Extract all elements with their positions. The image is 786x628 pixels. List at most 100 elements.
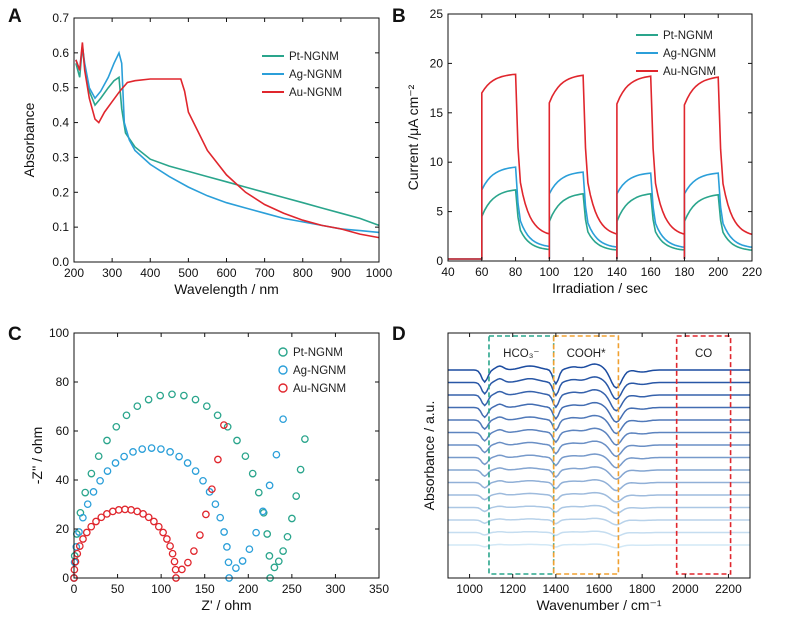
x-tick-label: 200 [238, 582, 258, 596]
data-point [214, 455, 222, 464]
region-box [675, 335, 732, 575]
x-axis-title: Irradiation / sec [552, 280, 648, 296]
data-point [265, 552, 274, 560]
panel-c: C 0 50 100 150 200 250 300 350 0 20 40 60 80 100 Z' / o… [8, 324, 389, 613]
plot-frame [73, 332, 380, 579]
x-tick-label: 250 [282, 582, 302, 596]
y-tick-label: 20 [56, 522, 70, 536]
data-point [263, 530, 272, 538]
x-tick-label: 900 [331, 266, 351, 280]
data-point [199, 476, 207, 485]
data-point [191, 395, 200, 404]
series-line [75, 42, 380, 239]
spectrum-line [448, 517, 750, 526]
data-point [202, 510, 210, 519]
data-point [71, 557, 80, 566]
x-tick-label: 300 [325, 582, 345, 596]
x-tick-label: 180 [674, 265, 694, 279]
panel-label: B [392, 6, 406, 27]
panel-b: B 40 60 80 100 120 140 160 180 200 220 0 5 10 15 20 25 Ir… [392, 6, 762, 296]
x-tick-label: 220 [742, 265, 762, 279]
data-point [220, 421, 228, 429]
data-point [166, 448, 174, 456]
data-point [292, 492, 301, 500]
data-point [129, 448, 137, 456]
data-point [157, 445, 165, 453]
x-tick-label: 80 [509, 265, 523, 279]
legend-marker [278, 383, 288, 393]
x-tick-label: 0 [71, 582, 78, 596]
data-point [75, 528, 83, 536]
data-point [75, 542, 84, 550]
data-point [279, 415, 287, 424]
data-point [171, 565, 180, 574]
x-tick-label: 1400 [543, 582, 570, 596]
x-tick-label: 700 [255, 266, 275, 280]
x-tick-label: 400 [140, 266, 160, 280]
legend-entry: Au-NGNM [289, 87, 342, 99]
data-point [272, 450, 281, 459]
data-point [92, 517, 100, 526]
data-point [180, 391, 188, 400]
y-tick-label: 20 [430, 56, 444, 70]
y-tick-label: 0.3 [52, 150, 69, 164]
x-tick-label: 2200 [715, 582, 742, 596]
x-tick-label: 100 [539, 265, 559, 279]
spectrum-line [448, 543, 750, 549]
data-point [122, 411, 131, 420]
legend-entry: Ag-NGNM [289, 69, 342, 81]
data-point [183, 459, 192, 467]
x-tick-label: 100 [151, 582, 171, 596]
data-point [144, 513, 153, 522]
y-tick-label: 15 [430, 106, 444, 120]
y-tick-label: 0.7 [52, 11, 69, 25]
data-point [94, 452, 103, 461]
data-point [120, 452, 128, 461]
x-axis-title: Z' / ohm [201, 597, 251, 613]
data-point [87, 522, 96, 531]
y-tick-label: 40 [56, 473, 70, 487]
series-line [75, 45, 380, 234]
data-point [211, 500, 220, 509]
legend-marker [278, 365, 288, 375]
series-line [448, 73, 753, 260]
data-point [127, 506, 135, 514]
x-tick-label: 60 [475, 265, 489, 279]
y-tick-label: 0.0 [52, 255, 69, 269]
x-tick-label: 2000 [672, 582, 699, 596]
data-point [191, 467, 200, 475]
data-point [232, 564, 240, 572]
data-point [233, 436, 241, 445]
data-point [170, 557, 179, 566]
spectrum-line [448, 491, 750, 503]
data-point [254, 488, 263, 497]
data-point [81, 488, 90, 497]
data-point [150, 517, 158, 526]
data-point [265, 481, 274, 490]
legend-entry: Ag-NGNM [663, 48, 716, 60]
x-tick-label: 200 [708, 265, 728, 279]
x-tick-label: 150 [195, 582, 215, 596]
x-tick-label: 800 [293, 266, 313, 280]
y-axis-title: Absorbance [21, 102, 37, 177]
data-point [301, 435, 309, 443]
legend-entry: Au-NGNM [663, 66, 716, 78]
spectrum-line [448, 440, 750, 458]
legend-entry: Ag-NGNM [293, 365, 346, 377]
data-point [144, 395, 153, 404]
y-tick-label: 5 [436, 205, 443, 219]
data-point [156, 391, 165, 400]
legend-entry: Pt-NGNM [289, 51, 339, 63]
y-tick-label: 0.4 [52, 116, 69, 130]
data-point [202, 402, 211, 411]
panel-label: A [8, 6, 22, 27]
data-point [245, 545, 254, 554]
data-point [248, 469, 257, 478]
plot-frame [447, 13, 753, 262]
panel-label: D [392, 324, 406, 345]
data-point [296, 465, 305, 474]
data-point [83, 500, 92, 509]
data-point [208, 485, 216, 494]
region-box [488, 335, 555, 575]
